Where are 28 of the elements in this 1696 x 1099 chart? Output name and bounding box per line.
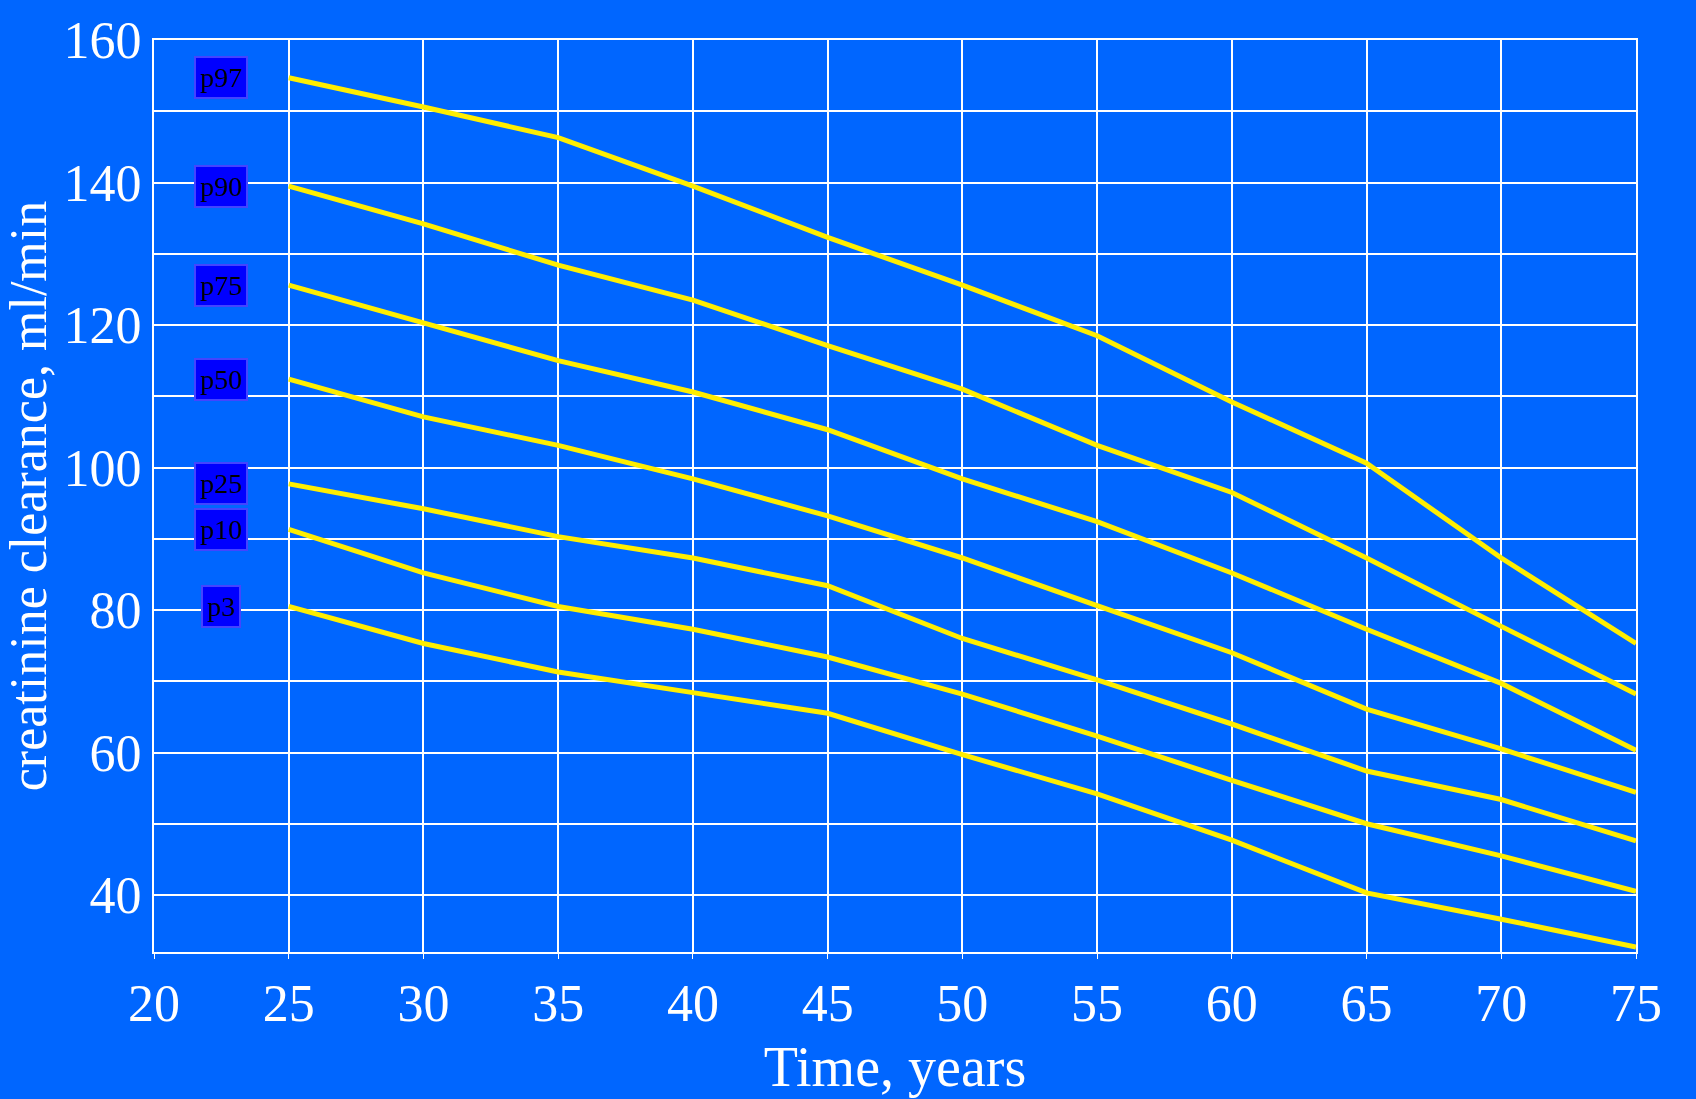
y-tick-label: 160 <box>63 12 142 70</box>
x-tick-label: 65 <box>1340 975 1393 1033</box>
x-tick-label: 70 <box>1475 975 1528 1033</box>
y-tick-label: 120 <box>63 297 142 355</box>
y-tick-label: 40 <box>89 867 142 925</box>
x-tick-label: 30 <box>397 975 450 1033</box>
x-tick-label: 20 <box>128 975 180 1033</box>
x-tick-label: 50 <box>936 975 989 1033</box>
y-tick-label: 140 <box>63 154 142 212</box>
y-tick-label: 100 <box>63 439 142 497</box>
series-label: p50 <box>200 364 242 395</box>
y-tick-label: 60 <box>89 724 142 782</box>
x-tick-label: 60 <box>1205 975 1258 1033</box>
series-label: p25 <box>200 468 242 499</box>
y-axis-title: creatinine clearance, ml/min <box>0 200 57 792</box>
series-label: p90 <box>200 171 242 202</box>
x-tick-label: 25 <box>262 975 315 1033</box>
series-label: p75 <box>200 270 242 301</box>
y-tick-label: 80 <box>89 582 142 640</box>
x-tick-label: 45 <box>801 975 854 1033</box>
x-axis-title: Time, years <box>763 1035 1027 1098</box>
x-tick-label: 40 <box>666 975 719 1033</box>
series-label: p10 <box>200 514 242 545</box>
x-tick-label: 55 <box>1071 975 1124 1033</box>
series-label: p3 <box>207 591 235 622</box>
x-tick-label: 75 <box>1610 975 1662 1033</box>
series-label: p97 <box>200 62 242 93</box>
x-tick-label: 35 <box>532 975 585 1033</box>
